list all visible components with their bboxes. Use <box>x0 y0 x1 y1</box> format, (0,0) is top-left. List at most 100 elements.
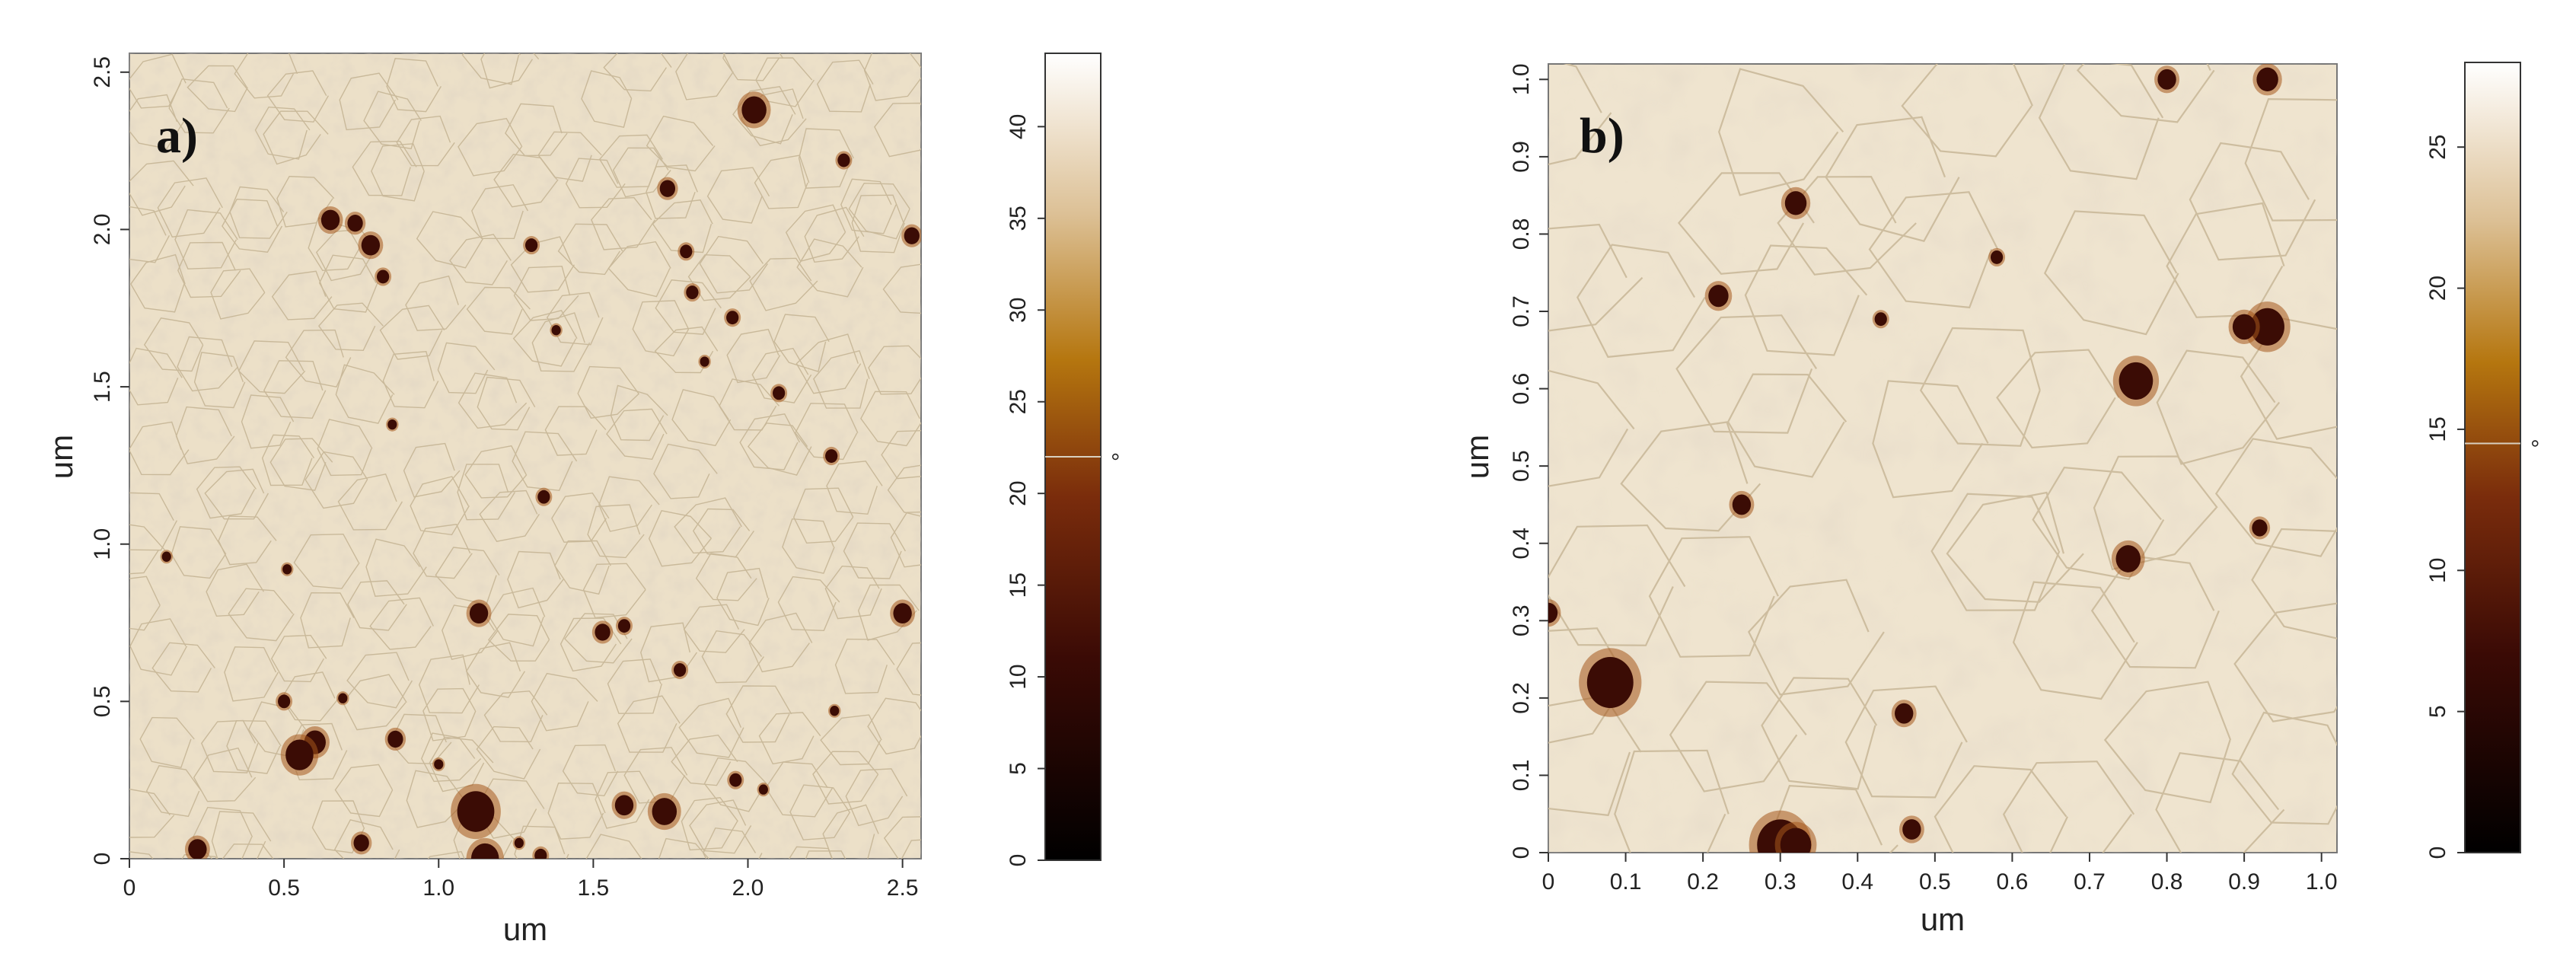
grain-boundary <box>363 91 422 150</box>
grain-boundary <box>632 300 690 357</box>
grain-boundary <box>129 160 194 216</box>
grain-boundary <box>457 372 528 429</box>
grain-boundary <box>695 553 757 601</box>
grain-boundary <box>874 102 921 158</box>
pits-b <box>1548 64 2291 853</box>
grain-boundary <box>261 434 315 486</box>
grain-boundary <box>181 853 218 859</box>
pit <box>347 215 363 232</box>
grain-boundary <box>796 238 864 298</box>
grain-boundary <box>437 342 496 394</box>
grain-boundary <box>369 597 434 650</box>
grain-boundary <box>187 65 249 113</box>
grain-boundary <box>758 712 821 765</box>
grain-boundary <box>547 782 606 840</box>
grain-boundary <box>794 403 859 461</box>
colorbar-tick-label: 40 <box>1006 114 1031 139</box>
grain-boundary <box>675 53 734 100</box>
pit <box>2232 314 2256 340</box>
grain-boundary <box>546 292 604 346</box>
grain-boundary <box>222 198 283 253</box>
pit <box>893 603 912 624</box>
pit <box>525 238 538 253</box>
grain-boundary <box>703 757 767 812</box>
grain-boundary <box>845 768 908 827</box>
grain-boundary <box>598 476 660 532</box>
pit <box>469 603 489 624</box>
grain-boundary <box>487 614 550 662</box>
colorbar-tick-label: 5 <box>1006 762 1031 775</box>
grain-boundary <box>703 827 763 859</box>
pit <box>338 693 348 703</box>
grain-boundary <box>422 687 477 741</box>
grain-boundary <box>824 565 882 620</box>
grain-boundary <box>585 834 642 859</box>
grain-boundary <box>687 254 751 301</box>
pit <box>161 551 171 562</box>
colorbar-tick-label: 10 <box>1006 664 1031 689</box>
grain-boundary <box>427 850 465 859</box>
y-axis-b: 0 0.1 0.2 0.3 0.4 0.5 0.6 0.7 0.8 0.9 1.0 <box>1509 63 1548 859</box>
pit <box>1708 285 1729 308</box>
pit <box>830 706 840 716</box>
pit <box>686 285 699 300</box>
pit <box>470 843 499 859</box>
grain-boundary <box>777 576 840 632</box>
pit <box>904 227 920 244</box>
grain-boundary <box>403 442 461 498</box>
pit <box>700 356 709 367</box>
grain-boundary <box>457 117 523 177</box>
grain-boundary <box>175 406 235 464</box>
pit <box>614 795 634 816</box>
pit <box>741 96 767 124</box>
panel-label-b: b) <box>1580 108 1624 164</box>
grain-boundary <box>304 451 368 509</box>
grain-boundary <box>606 408 668 461</box>
grain-boundary <box>151 642 215 693</box>
grain-boundary <box>406 770 467 828</box>
grain-boundary <box>587 504 645 559</box>
grain-boundary <box>553 540 611 595</box>
grain-boundary <box>193 747 257 802</box>
grain-boundary <box>562 744 619 797</box>
grain-boundary <box>276 175 335 228</box>
pit <box>758 784 768 795</box>
grain-boundary <box>1675 314 1818 434</box>
grain-boundary <box>678 697 744 758</box>
grain-boundary <box>822 804 879 859</box>
grain-boundary <box>531 312 591 372</box>
grain-boundary <box>1548 64 1612 165</box>
grain-boundary <box>595 770 656 829</box>
pit <box>595 623 611 641</box>
pit <box>1732 494 1752 515</box>
grain-boundary <box>129 851 154 859</box>
grain-boundary <box>834 638 895 694</box>
pit <box>387 730 403 748</box>
grain-boundary <box>318 254 378 313</box>
grain-boundary <box>365 538 427 597</box>
pit <box>837 153 850 167</box>
grain-boundary <box>371 143 425 202</box>
grain-boundary <box>483 690 548 743</box>
grain-boundary <box>851 194 905 254</box>
pit <box>278 694 291 709</box>
colorbar-tick-label: 15 <box>2425 416 2450 442</box>
grain-boundary <box>582 563 646 619</box>
pit <box>551 324 561 336</box>
grain-boundary <box>211 811 272 859</box>
grain-boundary <box>505 103 568 157</box>
pit <box>2115 545 2141 572</box>
grain-boundary <box>386 58 442 113</box>
grain-boundary <box>1761 677 1878 790</box>
grain-boundary <box>513 266 579 321</box>
grain-boundary <box>196 466 257 519</box>
y-tick-label: 0.6 <box>1509 373 1534 405</box>
y-tick-label: 0.8 <box>1509 218 1534 250</box>
grain-boundary <box>1919 327 2041 447</box>
grain-boundary <box>1872 380 1989 499</box>
x-axis-title-b: um <box>1921 901 1965 937</box>
colorbar-tick-label: 35 <box>1006 206 1031 231</box>
grain-boundary <box>347 580 407 631</box>
grain-boundary <box>813 349 870 409</box>
